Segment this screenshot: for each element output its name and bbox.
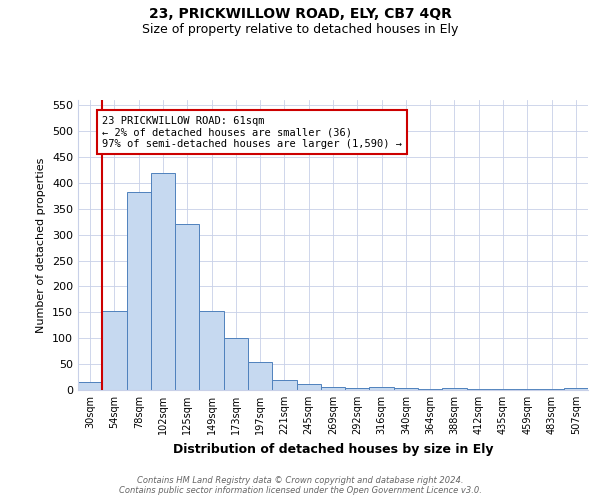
Text: 23 PRICKWILLOW ROAD: 61sqm
← 2% of detached houses are smaller (36)
97% of semi-: 23 PRICKWILLOW ROAD: 61sqm ← 2% of detac…	[102, 116, 402, 148]
Bar	[78, 382, 102, 390]
Text: Size of property relative to detached houses in Ely: Size of property relative to detached ho…	[142, 22, 458, 36]
Bar	[175, 224, 199, 390]
Bar	[102, 312, 127, 390]
Bar	[442, 388, 467, 390]
Text: Contains HM Land Registry data © Crown copyright and database right 2024.
Contai: Contains HM Land Registry data © Crown c…	[119, 476, 481, 495]
Bar	[370, 388, 394, 390]
Text: 23, PRICKWILLOW ROAD, ELY, CB7 4QR: 23, PRICKWILLOW ROAD, ELY, CB7 4QR	[149, 8, 451, 22]
Bar	[394, 388, 418, 390]
Bar	[418, 389, 442, 390]
Bar	[321, 387, 345, 390]
Bar	[345, 388, 370, 390]
Bar	[224, 338, 248, 390]
Bar	[491, 389, 515, 390]
Bar	[127, 192, 151, 390]
Bar	[248, 362, 272, 390]
Bar	[564, 388, 588, 390]
Bar	[199, 312, 224, 390]
Bar	[272, 380, 296, 390]
Y-axis label: Number of detached properties: Number of detached properties	[37, 158, 46, 332]
Bar	[151, 172, 175, 390]
Bar	[296, 384, 321, 390]
Text: Distribution of detached houses by size in Ely: Distribution of detached houses by size …	[173, 442, 493, 456]
